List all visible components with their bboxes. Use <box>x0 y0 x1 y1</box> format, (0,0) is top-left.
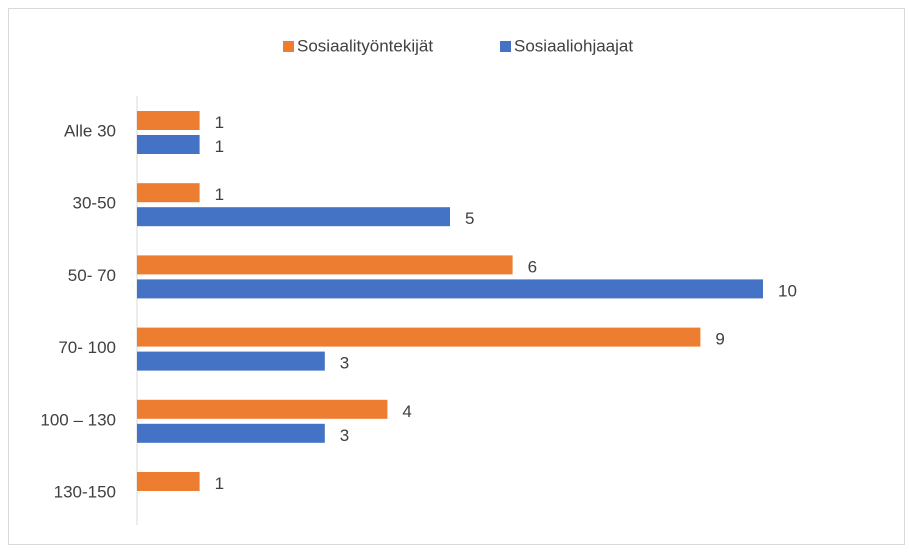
y-tick-label: 130-150 <box>54 482 116 501</box>
bar <box>137 207 450 227</box>
y-tick-label: 30-50 <box>73 194 116 213</box>
y-tick-label: 70- 100 <box>58 338 116 357</box>
bar <box>137 111 200 130</box>
bar <box>137 327 701 347</box>
data-label: 1 <box>215 185 224 204</box>
legend-label: Sosiaalityöntekijät <box>297 36 433 55</box>
bar <box>137 279 763 299</box>
data-label: 4 <box>402 402 411 421</box>
data-label: 3 <box>340 426 349 445</box>
data-label: 5 <box>465 209 474 228</box>
y-tick-label: 50- 70 <box>68 266 116 285</box>
legend-swatch <box>283 41 294 52</box>
bar <box>137 135 200 154</box>
data-label: 3 <box>340 354 349 373</box>
data-label: 6 <box>528 257 537 276</box>
bar <box>137 472 200 491</box>
y-tick-label: Alle 30 <box>64 121 116 140</box>
data-label: 1 <box>215 137 224 156</box>
legend-label: Sosiaaliohjaajat <box>514 36 633 55</box>
data-label: 10 <box>778 281 797 300</box>
data-label: 1 <box>215 474 224 493</box>
bar <box>137 255 513 275</box>
legend-swatch <box>500 41 511 52</box>
bar <box>137 399 388 419</box>
bar <box>137 423 325 443</box>
bar <box>137 183 200 203</box>
chart-border <box>8 8 905 545</box>
data-label: 9 <box>715 330 724 349</box>
bar <box>137 351 325 371</box>
data-label: 1 <box>215 113 224 132</box>
y-tick-label: 100 – 130 <box>40 410 116 429</box>
